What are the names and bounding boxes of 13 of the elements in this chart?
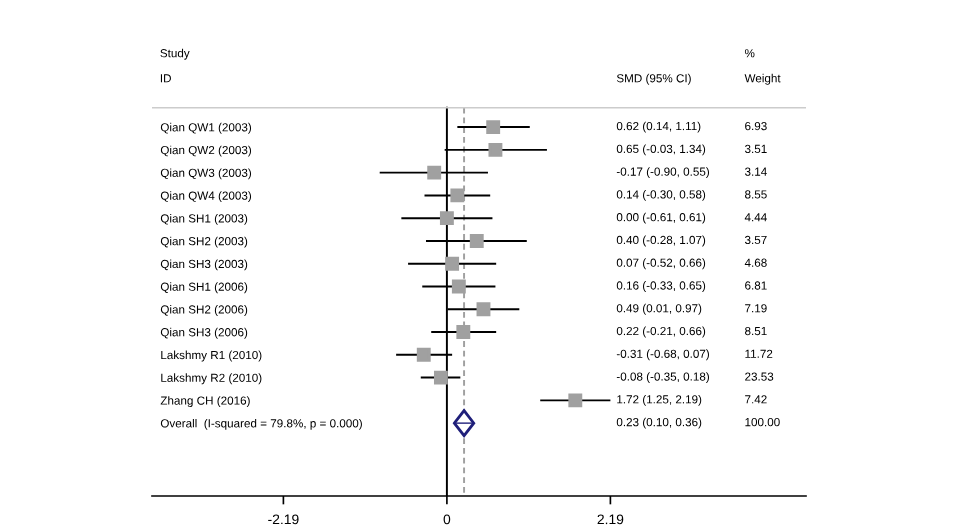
point	[433, 370, 448, 385]
point	[451, 279, 466, 294]
point	[469, 234, 484, 248]
point	[427, 165, 442, 180]
point	[568, 393, 583, 408]
point	[445, 256, 460, 271]
point	[416, 347, 431, 362]
point	[476, 302, 491, 317]
point	[488, 142, 503, 157]
point	[450, 188, 465, 203]
point	[486, 120, 501, 135]
point	[439, 211, 454, 226]
point	[456, 325, 471, 339]
